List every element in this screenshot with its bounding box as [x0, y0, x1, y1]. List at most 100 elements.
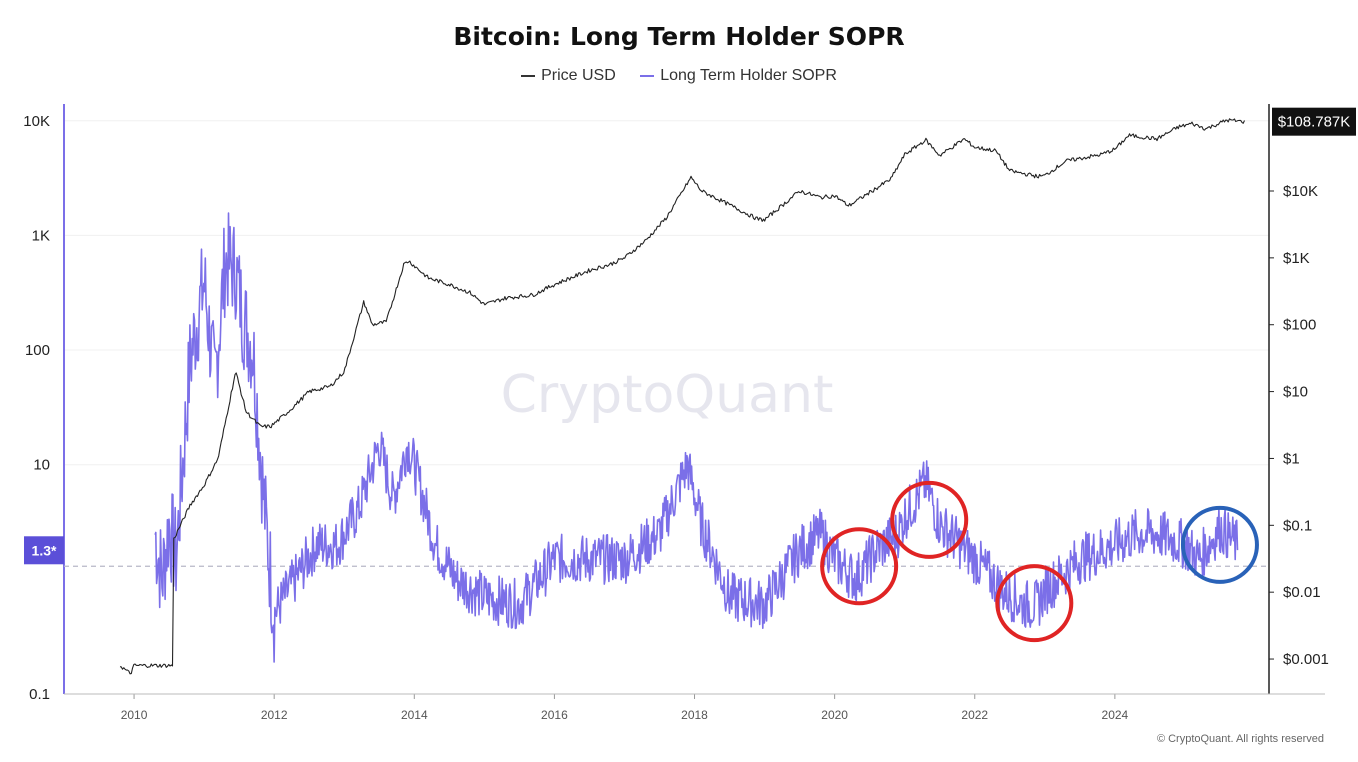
- price-point: [1156, 138, 1158, 140]
- sopr-point: [1023, 604, 1025, 606]
- price-point: [963, 138, 965, 140]
- price-point: [722, 201, 724, 203]
- price-point: [1009, 170, 1011, 172]
- sopr-point: [729, 596, 731, 598]
- price-point: [371, 324, 373, 326]
- price-point: [890, 178, 892, 180]
- left-tick-label: 100: [25, 342, 50, 359]
- sopr-point: [435, 544, 437, 546]
- sopr-point: [1114, 544, 1116, 546]
- price-point: [130, 673, 132, 675]
- price-point: [505, 297, 507, 299]
- price-point: [666, 217, 668, 219]
- price-point: [189, 504, 191, 506]
- sopr-point: [974, 558, 976, 560]
- right-tick-label: $1: [1283, 450, 1300, 467]
- price-point: [329, 385, 331, 387]
- chart-title: Bitcoin: Long Term Holder SOPR: [453, 22, 905, 51]
- sopr-point: [189, 360, 191, 362]
- price-point: [869, 192, 871, 194]
- sopr-point: [357, 510, 359, 512]
- price-point: [1065, 160, 1067, 162]
- price-point: [408, 260, 410, 262]
- price-point: [385, 321, 387, 323]
- price-point: [245, 411, 247, 413]
- legend-label-sopr: Long Term Holder SOPR: [660, 67, 837, 84]
- right-tick-label: $0.01: [1283, 584, 1321, 601]
- price-point: [1044, 175, 1046, 177]
- price-point: [403, 264, 405, 266]
- sopr-point: [263, 498, 265, 500]
- price-point: [764, 219, 766, 221]
- sopr-point: [456, 579, 458, 581]
- right-tick-label: $10K: [1283, 183, 1318, 200]
- sopr-point: [378, 444, 380, 446]
- sopr-point: [701, 524, 703, 526]
- sopr-point: [175, 558, 177, 560]
- sopr-point: [161, 579, 163, 581]
- legend-item-price[interactable]: Price USD: [521, 67, 616, 85]
- price-point: [217, 458, 219, 460]
- price-point: [1205, 128, 1207, 130]
- sopr-point: [294, 579, 296, 581]
- sopr-point: [687, 464, 689, 466]
- price-point: [119, 665, 121, 667]
- sopr-point: [624, 558, 626, 560]
- watermark: CryptoQuant: [501, 365, 834, 425]
- price-point: [939, 155, 941, 157]
- sopr-point: [242, 315, 244, 317]
- sopr-point: [589, 558, 591, 560]
- sopr-point: [1002, 590, 1004, 592]
- price-point: [820, 197, 822, 199]
- sopr-point: [214, 384, 216, 386]
- axes: [24, 104, 1356, 699]
- price-point: [645, 240, 647, 242]
- copyright-text: © CryptoQuant. All rights reserved: [1156, 733, 1324, 745]
- sopr-point: [1198, 558, 1200, 560]
- sopr-point: [1237, 544, 1239, 546]
- price-point: [995, 150, 997, 152]
- left-tick-label: 1K: [32, 227, 50, 244]
- price-point: [701, 190, 703, 192]
- x-tick-label: 2014: [401, 708, 428, 722]
- sopr-point: [554, 558, 556, 560]
- price-point: [484, 304, 486, 306]
- price-point: [1128, 135, 1130, 137]
- legend-swatch-price: [521, 75, 536, 77]
- sopr-series-line: [154, 212, 1239, 663]
- price-layer: [119, 118, 1245, 675]
- price-point: [308, 391, 310, 393]
- sopr-point: [764, 604, 766, 606]
- price-point: [259, 426, 261, 428]
- sopr-point: [834, 558, 836, 560]
- price-point: [757, 218, 759, 220]
- sopr-point: [519, 604, 521, 606]
- sopr-point: [1079, 558, 1081, 560]
- price-point: [235, 371, 237, 373]
- sopr-point: [904, 516, 906, 518]
- annotation-circle: [995, 564, 1074, 643]
- right-tick-label: $0.1: [1283, 517, 1312, 534]
- price-point: [799, 190, 801, 192]
- sopr-point: [235, 269, 237, 271]
- price-point: [270, 426, 272, 428]
- sopr-marker-label: 1.3*: [32, 542, 57, 558]
- sopr-point: [392, 498, 394, 500]
- legend-item-sopr[interactable]: Long Term Holder SOPR: [640, 67, 837, 85]
- price-point: [449, 284, 451, 286]
- current-price-tag: [1272, 107, 1356, 136]
- sopr-marker-tag: [24, 536, 64, 565]
- current-price-label: $108.787K: [1278, 114, 1351, 131]
- sopr-point: [273, 613, 275, 615]
- price-point: [690, 177, 692, 179]
- sopr-point: [1219, 527, 1221, 529]
- price-point: [133, 665, 135, 667]
- legend-swatch-sopr: [640, 75, 655, 77]
- x-tick-label: 2018: [681, 708, 708, 722]
- price-point: [1100, 154, 1102, 156]
- sopr-point: [799, 549, 801, 551]
- right-tick-label: $10: [1283, 384, 1308, 401]
- price-point: [834, 195, 836, 197]
- annotations: [820, 480, 1259, 643]
